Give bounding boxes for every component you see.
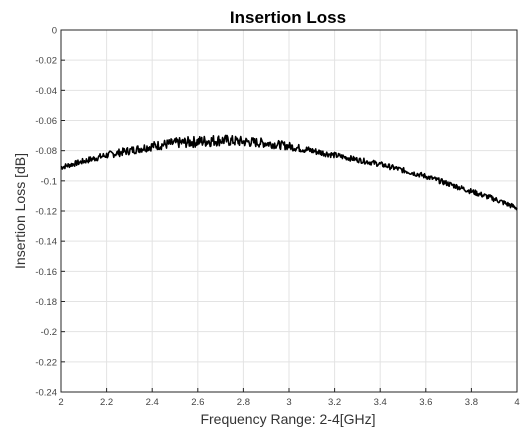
- y-tick-label: -0.02: [35, 56, 57, 67]
- y-tick-label: -0.2: [41, 327, 57, 338]
- y-tick-label: -0.08: [35, 146, 57, 157]
- x-tick-label: 4: [514, 397, 519, 408]
- x-tick-label: 3.4: [374, 397, 387, 408]
- x-axis-ticks: 2 2.2 2.4 2.6 2.8 3 3.2 3.4 3.6 3.8 4: [58, 388, 520, 408]
- x-tick-label: 2: [58, 397, 63, 408]
- x-tick-label: 2.8: [237, 397, 250, 408]
- y-tick-label: -0.14: [35, 237, 57, 248]
- x-axis-label: Frequency Range: 2-4[GHz]: [200, 411, 375, 427]
- grid: [60, 29, 518, 393]
- insertion-loss-series-line: [60, 134, 518, 211]
- y-tick-label: -0.18: [35, 297, 57, 308]
- x-tick-label: 3: [286, 397, 291, 408]
- x-tick-label: 2.6: [191, 397, 204, 408]
- y-tick-label: -0.1: [41, 176, 57, 187]
- y-tick-label: -0.24: [35, 388, 57, 399]
- chart-title: Insertion Loss: [230, 8, 346, 27]
- x-tick-label: 3.2: [328, 397, 341, 408]
- y-tick-label: -0.06: [35, 116, 57, 127]
- x-tick-label: 3.8: [465, 397, 478, 408]
- y-axis-ticks: 0 -0.02 -0.04 -0.06 -0.08 -0.1 -0.12 -0.14 -0.16…: [35, 26, 65, 399]
- y-tick-label: -0.12: [35, 207, 57, 218]
- y-tick-label: -0.22: [35, 357, 57, 368]
- x-tick-label: 2.4: [146, 397, 159, 408]
- x-tick-label: 2.2: [100, 397, 113, 408]
- x-tick-label: 3.6: [419, 397, 432, 408]
- y-tick-label: 0: [52, 26, 57, 37]
- y-tick-label: -0.04: [35, 86, 57, 97]
- y-tick-label: -0.16: [35, 267, 57, 278]
- y-axis-label: Insertion Loss [dB]: [12, 153, 28, 269]
